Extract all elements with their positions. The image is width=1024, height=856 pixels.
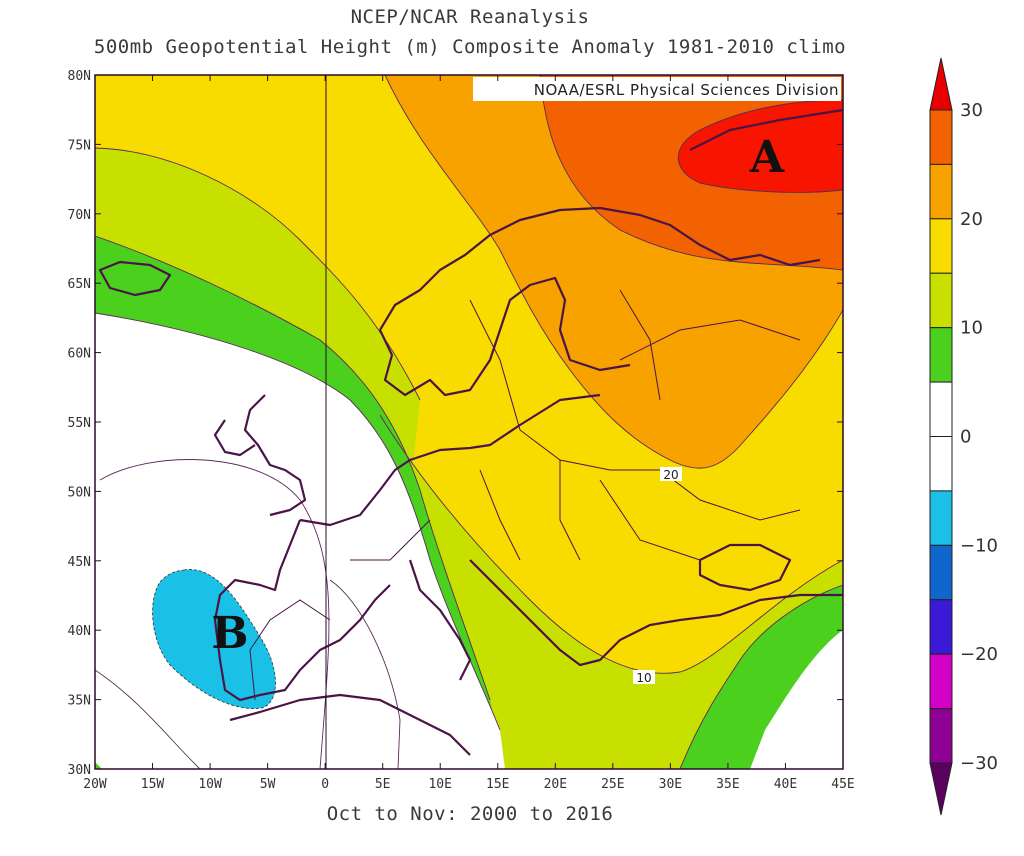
credit-box bbox=[473, 77, 841, 101]
colorbar-segment bbox=[929, 381, 953, 438]
novaya-zemlya-coast bbox=[689, 108, 843, 151]
colorbar-segment bbox=[929, 653, 953, 710]
britain-coast bbox=[213, 394, 307, 517]
lon-tick-label: 15E bbox=[486, 777, 509, 792]
band-30-plus bbox=[678, 100, 843, 193]
lon-tick-label: 30E bbox=[659, 777, 682, 792]
europe-coast bbox=[213, 393, 601, 702]
colorbar-label: 20 bbox=[960, 209, 983, 230]
longitude-axis: 20W 15W 10W 5W 0 5E 10E 15E 20E 25E 30E 35E 40E 45E bbox=[83, 75, 855, 792]
colorbar-segment bbox=[929, 272, 953, 329]
black-sea-coast bbox=[698, 543, 792, 592]
colorbar-label: −30 bbox=[960, 753, 998, 774]
contour-label-bg-10 bbox=[633, 670, 655, 684]
lat-tick-label: 40N bbox=[68, 624, 91, 639]
band-0-5-southeast bbox=[750, 630, 843, 769]
lat-tick-label: 70N bbox=[68, 208, 91, 223]
colorbar-label: 10 bbox=[960, 318, 983, 339]
contour-label-20: 20 bbox=[663, 468, 678, 482]
lon-tick-label: 25E bbox=[601, 777, 624, 792]
colorbar-bottom-arrow bbox=[929, 762, 953, 816]
lon-tick-label: 10W bbox=[198, 777, 222, 792]
colorbar-segment bbox=[929, 327, 953, 383]
colorbar-segment bbox=[929, 544, 953, 601]
date-range-caption: Oct to Nov: 2000 to 2016 bbox=[326, 803, 614, 825]
colorbar-segment bbox=[929, 218, 953, 274]
colorbar-segment bbox=[929, 109, 953, 165]
colorbar-segment bbox=[929, 436, 953, 492]
balkans-coast bbox=[469, 559, 843, 667]
lon-tick-label: 5W bbox=[260, 777, 276, 792]
lon-tick-label: 45E bbox=[831, 777, 854, 792]
map-panel: NOAA/ESRL Physical Sciences Division 20 … bbox=[95, 75, 843, 769]
colorbar-segment bbox=[929, 708, 953, 764]
lat-tick-label: 65N bbox=[68, 277, 91, 292]
lat-tick-label: 75N bbox=[68, 138, 91, 153]
africa-coast bbox=[229, 693, 471, 756]
band-neg5 bbox=[152, 569, 276, 709]
lat-tick-label: 45N bbox=[68, 555, 91, 570]
colorbar-segment bbox=[929, 490, 953, 546]
high-anomaly-marker-a: A bbox=[749, 132, 785, 183]
contour-label-bg-20 bbox=[660, 467, 682, 481]
lon-tick-label: 10E bbox=[428, 777, 451, 792]
lat-tick-label: 30N bbox=[68, 763, 91, 778]
lon-tick-label: 0 bbox=[321, 777, 329, 792]
lon-tick-label: 5E bbox=[375, 777, 391, 792]
lon-tick-label: 15W bbox=[141, 777, 165, 792]
lon-tick-label: 40E bbox=[774, 777, 797, 792]
lon-tick-label: 20E bbox=[544, 777, 567, 792]
credit-label: NOAA/ESRL Physical Sciences Division bbox=[534, 81, 839, 99]
lon-tick-label: 35E bbox=[716, 777, 739, 792]
colorbar-segment bbox=[929, 599, 953, 655]
chart-title: NCEP/NCAR Reanalysis bbox=[350, 6, 590, 28]
coastlines bbox=[98, 108, 843, 756]
lon-tick-label: 20W bbox=[83, 777, 107, 792]
colorbar-label: 30 bbox=[960, 100, 983, 121]
iceland-coast bbox=[98, 260, 172, 297]
lat-tick-label: 50N bbox=[68, 485, 91, 500]
latitude-axis: 80N 75N 70N 65N 60N 55N 50N 45N 40N 35N 30N bbox=[68, 69, 843, 778]
colorbar-top-arrow bbox=[929, 57, 953, 111]
low-anomaly-marker-b: B bbox=[211, 608, 248, 659]
lat-tick-label: 80N bbox=[68, 69, 91, 84]
colorbar-label: −20 bbox=[960, 644, 998, 665]
colorbar-label: 0 bbox=[960, 427, 971, 448]
lat-tick-label: 35N bbox=[68, 694, 91, 709]
lat-tick-label: 60N bbox=[68, 347, 91, 362]
colorbar: 30 20 10 0 −10 −20 −30 bbox=[929, 57, 998, 816]
colorbar-segment bbox=[929, 163, 953, 220]
italy-coast bbox=[408, 559, 472, 681]
colorbar-label: −10 bbox=[960, 535, 998, 556]
chart-subtitle: 500mb Geopotential Height (m) Composite … bbox=[93, 36, 847, 58]
lat-tick-label: 55N bbox=[68, 416, 91, 431]
contour-label-10: 10 bbox=[636, 671, 651, 685]
scandinavia-coast bbox=[379, 206, 821, 397]
